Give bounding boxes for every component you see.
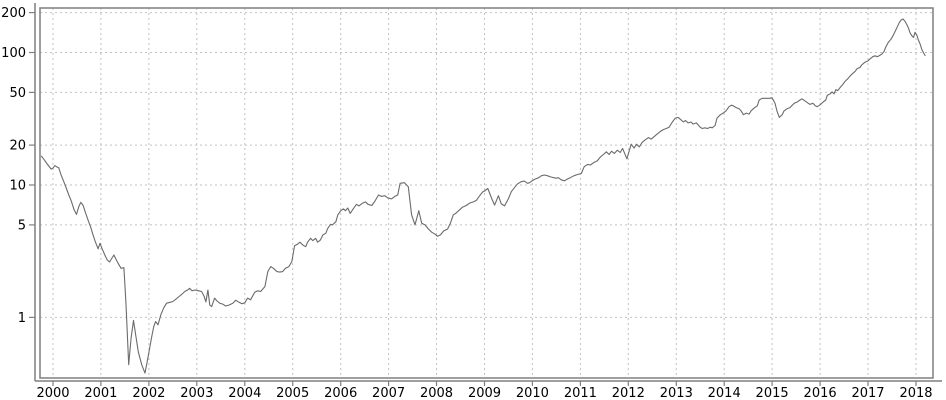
x-tick-label: 2005	[276, 386, 309, 400]
y-tick-label: 10	[9, 179, 26, 194]
plot-frame	[39, 7, 934, 379]
x-tick-label: 2003	[180, 386, 213, 400]
x-tick-label: 2012	[612, 386, 645, 400]
x-tick-label: 2004	[228, 386, 261, 400]
x-tick-label: 2010	[516, 386, 549, 400]
y-tick-label: 20	[9, 139, 26, 154]
x-tick-label: 2009	[468, 386, 501, 400]
x-tick-label: 2017	[851, 386, 884, 400]
x-tick-label: 2013	[660, 386, 693, 400]
y-tick-label: 50	[9, 86, 26, 101]
x-tick-label: 2006	[324, 386, 357, 400]
x-tick-label: 2007	[372, 386, 405, 400]
x-tick-label: 2018	[899, 386, 932, 400]
x-tick-label: 2014	[708, 386, 741, 400]
y-tick-label: 1	[18, 311, 26, 326]
y-tick-label: 200	[1, 6, 26, 21]
x-tick-label: 2008	[420, 386, 453, 400]
x-tick-label: 2016	[804, 386, 837, 400]
x-tick-label: 2011	[564, 386, 597, 400]
x-tick-label: 2015	[756, 386, 789, 400]
price-line	[40, 18, 926, 374]
y-tick-label: 5	[18, 218, 26, 233]
y-tick-label: 100	[1, 46, 26, 61]
x-tick-label: 2000	[36, 386, 69, 400]
x-tick-label: 2001	[84, 386, 117, 400]
x-tick-label: 2002	[132, 386, 165, 400]
